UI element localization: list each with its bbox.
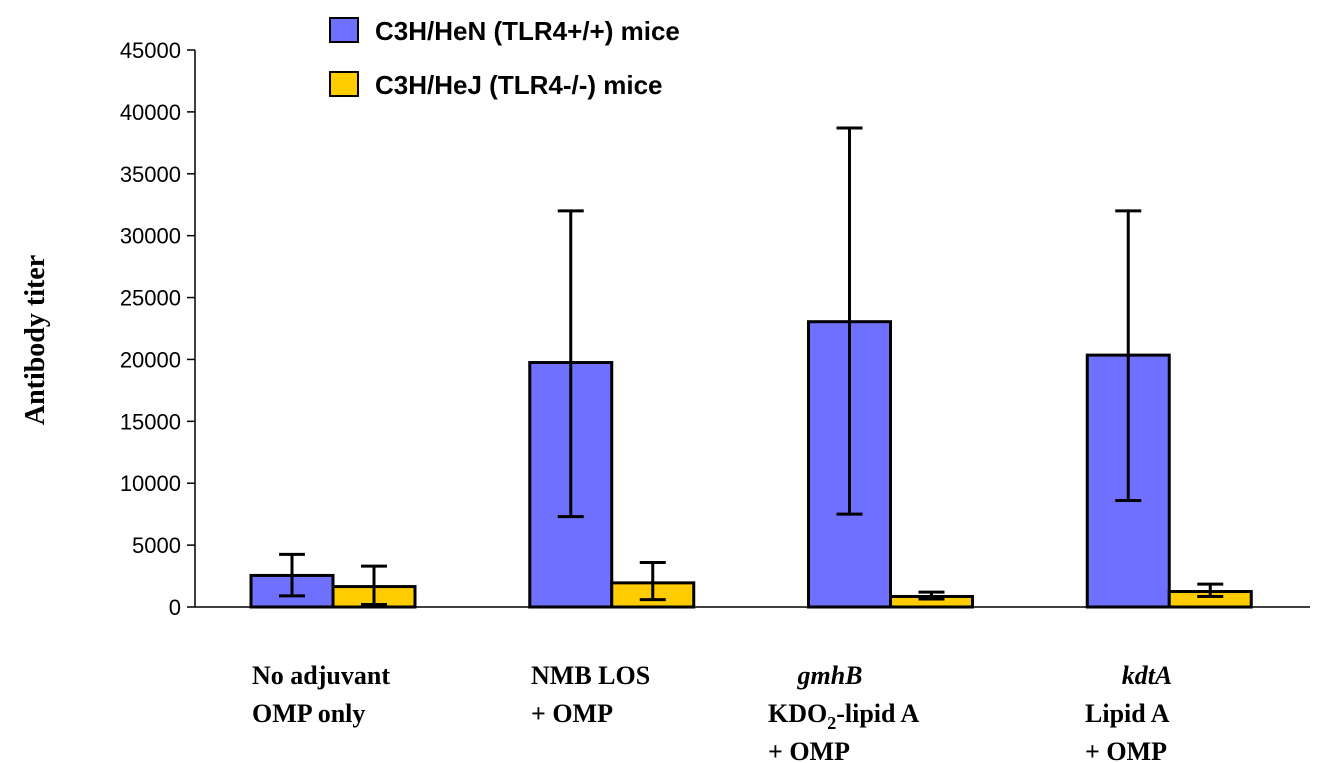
bars — [249, 320, 1253, 609]
category-label-line: + OMP — [768, 737, 850, 763]
legend-swatch — [329, 71, 359, 97]
category-label-line: + OMP — [1085, 737, 1167, 763]
y-tick-label: 20000 — [120, 347, 181, 372]
category-labels: No adjuvant OMP only NMB LOS + OMP gmhB KDO2-… — [252, 661, 1172, 763]
y-tick-label: 35000 — [120, 162, 181, 187]
y-tick-label: 40000 — [120, 100, 181, 125]
category-label-line: OMP only — [252, 699, 365, 728]
category-label-line: KDO2-lipid A — [768, 699, 920, 733]
y-tick-label: 0 — [169, 595, 181, 620]
category-label-italic: gmhB — [796, 661, 862, 690]
legend-swatch — [329, 17, 359, 43]
y-tick-label: 25000 — [120, 286, 181, 311]
y-tick-label: 15000 — [120, 409, 181, 434]
y-tick-label: 45000 — [120, 38, 181, 63]
legend-label: C3H/HeN (TLR4+/+) mice — [375, 16, 680, 46]
y-tick-label: 10000 — [120, 471, 181, 496]
legend: C3H/HeN (TLR4+/+) mice C3H/HeJ (TLR4-/-) … — [329, 16, 680, 100]
error-bars — [279, 126, 1224, 607]
category-label-line: + OMP — [531, 699, 613, 728]
category-label-italic: kdtA — [1122, 661, 1173, 690]
category-label-line: Lipid A — [1085, 699, 1170, 728]
y-tick-label: 5000 — [132, 533, 181, 558]
y-axis-label: Antibody titer — [20, 255, 51, 425]
category-label-line: NMB LOS — [531, 661, 650, 690]
category-label-line: No adjuvant — [252, 661, 390, 690]
legend-label: C3H/HeJ (TLR4-/-) mice — [375, 70, 663, 100]
y-axis: 0 5000 10000 15000 20000 25000 30000 35000 40000… — [120, 38, 196, 620]
y-tick-label: 30000 — [120, 224, 181, 249]
